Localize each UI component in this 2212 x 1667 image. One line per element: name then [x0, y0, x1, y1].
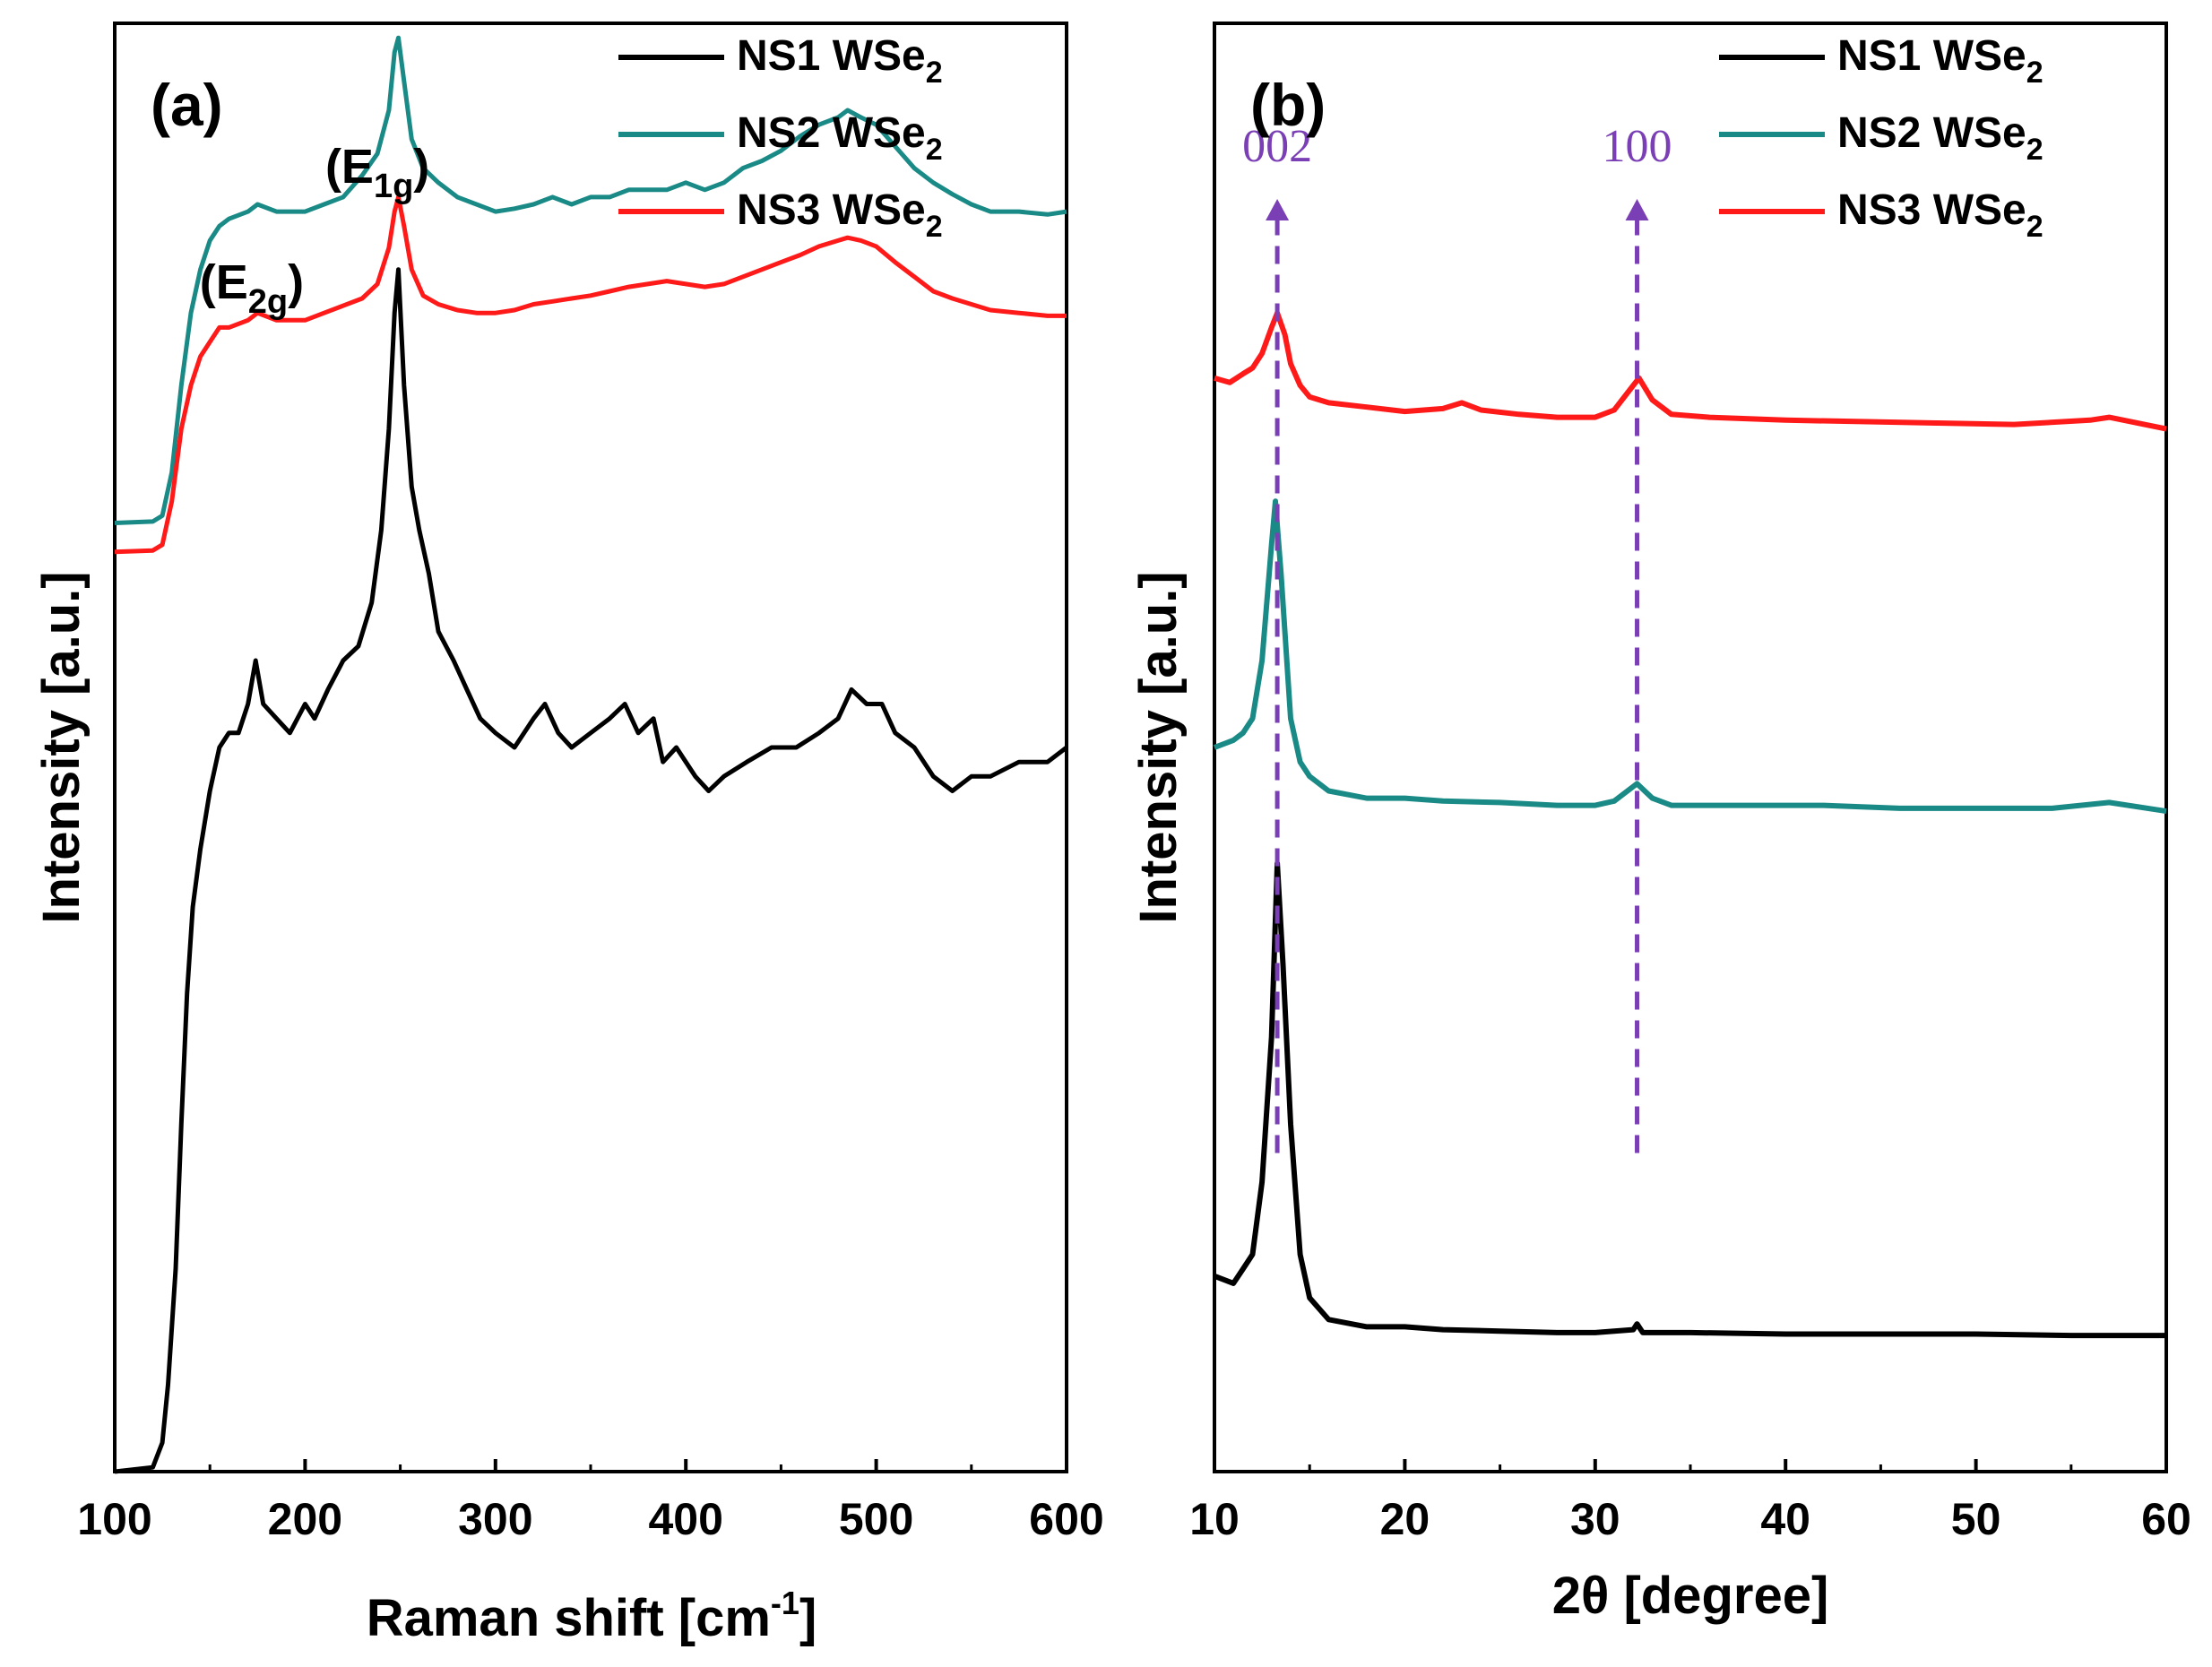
legend-label-ns3: NS3 WSe2	[1837, 186, 2044, 244]
panel-a-raman: 100 200 300 400 500 600 (a) Intensity [a.u.] …	[32, 22, 1104, 1647]
plane-guide-arrowhead	[1266, 199, 1290, 220]
x-tick-label: 400	[648, 1494, 722, 1544]
x-tick-label: 200	[268, 1494, 342, 1544]
series-line-ns3	[114, 194, 1067, 555]
panel-b-xrd: 002 100 10 20 30 40 50 60 (b) Intensity [a.u.]…	[1129, 22, 2191, 1625]
panel-a-ylabel: Intensity [a.u.]	[32, 571, 91, 923]
legend-label-ns3: NS3 WSe2	[737, 186, 943, 244]
panel-b-ticks: 10 20 30 40 50 60	[1189, 1459, 2191, 1544]
plane-label: 002	[1242, 121, 1312, 172]
plane-guide-arrowhead	[1625, 199, 1649, 220]
x-tick-label: 100	[77, 1494, 151, 1544]
legend-label-ns2: NS2 WSe2	[1837, 109, 2044, 167]
panel-b-ylabel: Intensity [a.u.]	[1129, 571, 1188, 923]
x-tick-label: 40	[1760, 1494, 1810, 1544]
panel-a-frame	[113, 22, 1068, 1473]
panel-b-label: (b)	[1250, 72, 1326, 138]
legend-label-ns1: NS1 WSe2	[1837, 32, 2044, 90]
x-tick-label: 20	[1380, 1494, 1430, 1544]
panel-b-frame	[1213, 22, 2168, 1473]
x-tick-label: 60	[2141, 1494, 2191, 1544]
peak-annotation: (E2g)	[200, 255, 304, 321]
panel-a-label: (a)	[151, 72, 223, 138]
x-tick-label: 600	[1029, 1494, 1103, 1544]
x-tick-label: 50	[1951, 1494, 2001, 1544]
panel-a-annotations: (E2g) (E1g)	[200, 140, 430, 321]
panel-b-guides: 002 100	[1242, 121, 1672, 1153]
series-line-ns2	[114, 35, 1067, 525]
series-line-ns2	[1213, 498, 2167, 815]
panel-b-legend: NS1 WSe2 NS2 WSe2 NS3 WSe2	[1719, 32, 2044, 244]
panel-a-ticks: 100 200 300 400 500 600	[77, 1459, 1104, 1544]
panel-a-xlabel: Raman shift [cm-1]	[367, 1585, 817, 1647]
panel-b-series-group	[1213, 310, 2167, 1339]
plane-label: 100	[1603, 121, 1672, 172]
panel-a-legend: NS1 WSe2 NS2 WSe2 NS3 WSe2	[618, 32, 943, 244]
series-line-ns1	[1213, 860, 2166, 1339]
legend-label-ns2: NS2 WSe2	[737, 109, 943, 167]
x-tick-label: 300	[458, 1494, 532, 1544]
panel-b-xlabel: 2θ [degree]	[1552, 1567, 1829, 1625]
x-tick-label: 500	[839, 1494, 913, 1544]
series-line-ns3	[1214, 310, 2167, 432]
series-line-ns1	[114, 267, 1068, 1474]
legend-label-ns1: NS1 WSe2	[737, 32, 943, 90]
peak-annotation: (E1g)	[325, 140, 429, 205]
x-tick-label: 10	[1189, 1494, 1240, 1544]
panel-a-series-group	[114, 35, 1068, 1474]
x-tick-label: 30	[1570, 1494, 1620, 1544]
